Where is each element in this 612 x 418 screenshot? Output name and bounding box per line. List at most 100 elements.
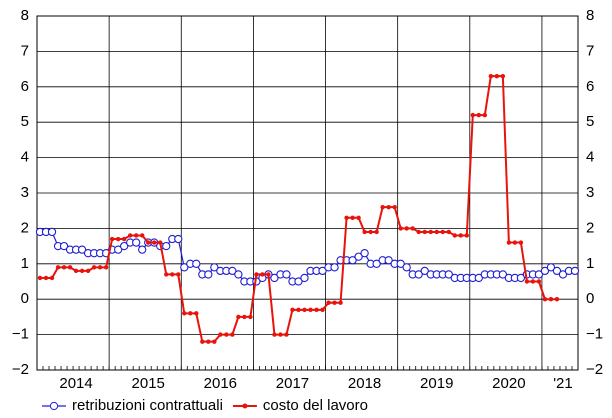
plot-frame	[36, 15, 579, 371]
point	[404, 226, 409, 231]
point	[194, 311, 199, 316]
y-tick-label-right: 3	[586, 184, 594, 201]
point	[284, 332, 289, 337]
point	[278, 332, 283, 337]
point	[43, 275, 49, 281]
point	[434, 229, 439, 235]
point	[332, 300, 337, 305]
point	[228, 266, 237, 276]
point	[444, 270, 453, 279]
x-tick-label: 2018	[348, 375, 381, 392]
point	[133, 233, 139, 238]
legend-label: retribuzioni contrattuali	[72, 397, 223, 414]
point	[47, 227, 57, 237]
point	[77, 245, 87, 254]
y-tick-label: −2	[12, 361, 29, 378]
point	[176, 272, 181, 277]
y-tick-label-right: 1	[586, 255, 594, 272]
point	[85, 268, 91, 274]
point	[356, 215, 361, 220]
point	[103, 265, 109, 270]
point	[500, 73, 506, 79]
point	[242, 314, 247, 320]
point	[546, 263, 556, 272]
point	[254, 272, 259, 277]
point	[37, 275, 43, 281]
point	[318, 266, 327, 276]
point	[372, 259, 381, 268]
point	[180, 263, 189, 272]
point	[348, 256, 357, 265]
point	[224, 332, 229, 337]
point	[554, 297, 560, 302]
point	[542, 297, 548, 302]
point	[146, 240, 151, 245]
point	[422, 229, 427, 235]
y-tick-label-right: 8	[586, 7, 594, 24]
point	[482, 112, 488, 118]
point	[416, 229, 421, 235]
point	[115, 236, 121, 242]
point	[518, 240, 524, 245]
point	[204, 270, 213, 279]
point	[55, 265, 61, 270]
point	[230, 332, 235, 337]
point	[474, 273, 483, 283]
point	[344, 215, 349, 220]
point	[59, 241, 69, 251]
point	[494, 73, 500, 79]
y-tick-label: 4	[21, 149, 29, 166]
point	[162, 241, 171, 251]
y-tick-label-right: −2	[586, 361, 603, 378]
point	[248, 314, 253, 320]
point	[79, 268, 85, 274]
point	[139, 233, 145, 238]
point	[97, 265, 103, 270]
point	[170, 272, 175, 277]
point	[428, 229, 433, 235]
point	[384, 256, 393, 265]
point	[458, 233, 463, 238]
point	[534, 270, 544, 279]
y-tick-label: 6	[21, 78, 29, 95]
y-tick-label: 3	[21, 184, 29, 201]
point	[234, 270, 243, 279]
point	[164, 272, 169, 277]
point	[516, 273, 526, 283]
point	[120, 241, 129, 251]
point	[91, 265, 97, 270]
point	[266, 272, 271, 277]
point	[530, 279, 536, 284]
x-tick-label: 2019	[420, 375, 453, 392]
point	[182, 311, 187, 316]
legend-marker	[49, 401, 59, 411]
point	[506, 240, 512, 245]
point	[552, 266, 562, 276]
point	[282, 270, 291, 279]
point	[536, 279, 542, 284]
point	[109, 236, 115, 242]
y-tick-label-right: 6	[586, 78, 594, 95]
point	[392, 204, 397, 210]
point	[67, 265, 73, 270]
point	[330, 263, 339, 272]
point	[188, 311, 193, 316]
point	[174, 234, 183, 244]
point	[300, 273, 309, 283]
y-tick-label-right: −1	[586, 326, 603, 343]
y-tick-label: −1	[12, 326, 29, 343]
point	[362, 229, 367, 235]
point	[210, 263, 219, 272]
y-tick-label-right: 2	[586, 219, 594, 236]
point	[410, 226, 415, 231]
point	[121, 236, 127, 242]
point	[446, 229, 451, 235]
point	[512, 240, 518, 245]
point	[138, 245, 147, 254]
point	[236, 314, 241, 320]
point	[218, 332, 223, 337]
y-tick-label-right: 0	[586, 290, 594, 307]
legend-label: costo del lavoro	[263, 397, 368, 414]
point	[396, 259, 405, 268]
